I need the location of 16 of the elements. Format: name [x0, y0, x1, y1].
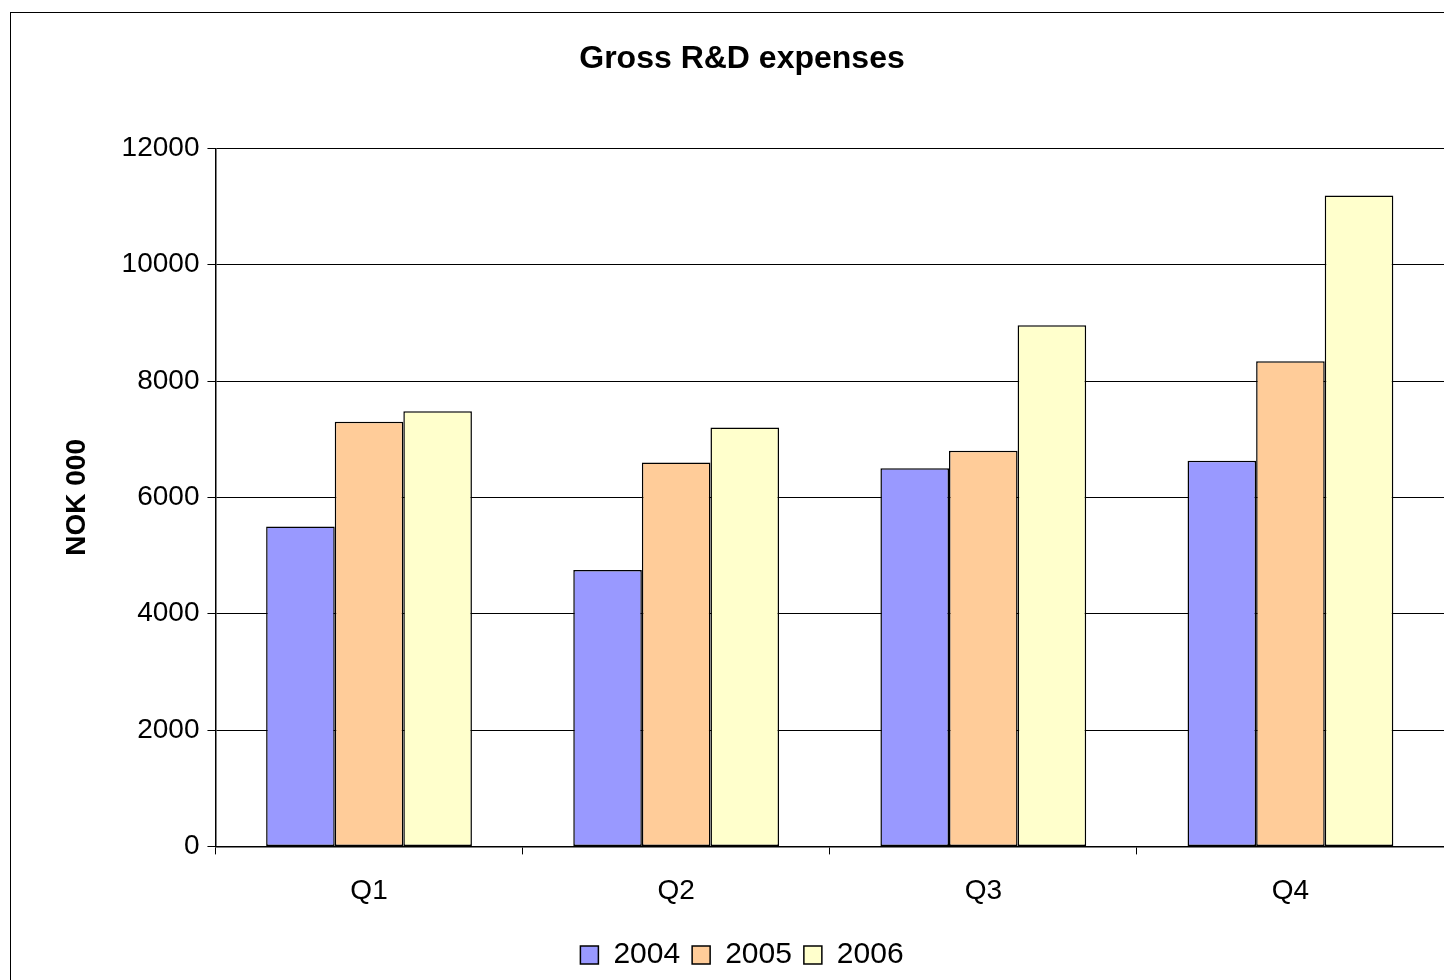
x-tick-label: Q1	[350, 873, 388, 905]
y-tick-label: 4000	[137, 596, 200, 628]
legend-label: 2005	[725, 936, 792, 970]
x-tick-label: Q4	[1271, 873, 1310, 905]
chart-title: Gross R&D expenses	[579, 39, 905, 76]
legend-label: 2004	[613, 936, 681, 970]
y-axis-title: NOK 000	[59, 439, 91, 556]
y-tick-label: 8000	[137, 363, 200, 395]
x-tick-label: Q2	[657, 873, 695, 905]
y-tick-label: 10000	[121, 247, 200, 279]
x-tick-label: Q3	[964, 873, 1002, 905]
y-tick-label: 2000	[137, 712, 200, 744]
y-tick-label: 12000	[121, 131, 200, 163]
legend-label: 2006	[836, 936, 904, 970]
y-tick-label: 0	[183, 829, 200, 861]
y-tick-label: 6000	[137, 480, 200, 512]
